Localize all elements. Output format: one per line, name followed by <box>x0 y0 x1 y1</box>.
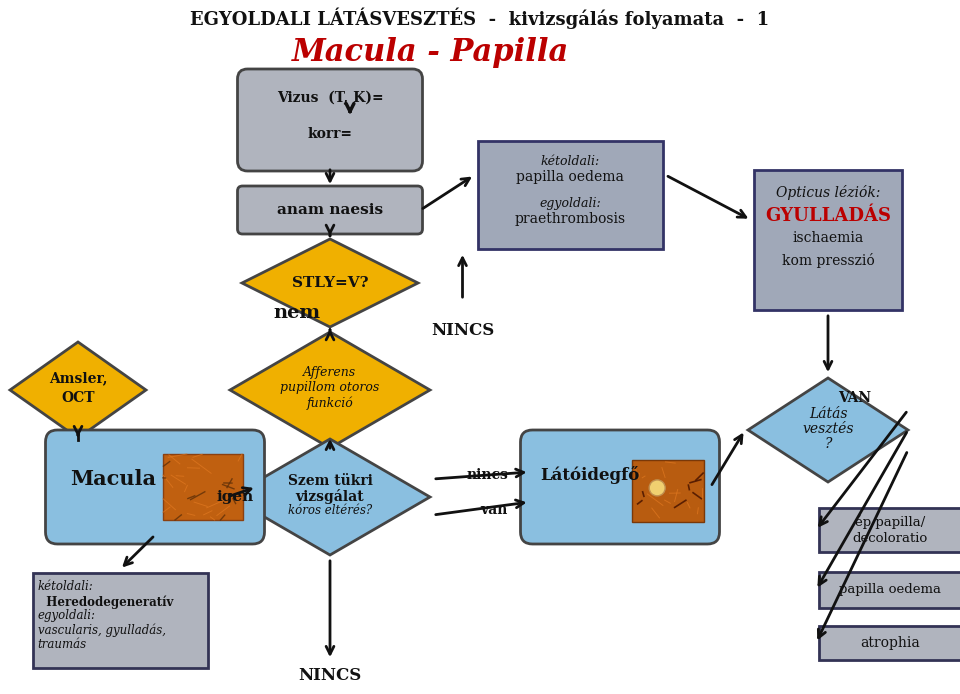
Text: NINCS: NINCS <box>431 321 494 339</box>
Text: nincs: nincs <box>467 468 508 482</box>
Text: ischaemia: ischaemia <box>792 231 864 245</box>
Text: papilla oedema: papilla oedema <box>516 170 624 184</box>
Bar <box>632 460 704 522</box>
Text: EGYOLDALI LÁTÁSVESZTÉS  -  kivizsgálás folyamata  -  1: EGYOLDALI LÁTÁSVESZTÉS - kivizsgálás fol… <box>190 7 770 28</box>
Text: vascularis, gyulladás,: vascularis, gyulladás, <box>37 623 165 637</box>
Polygon shape <box>10 342 146 438</box>
Text: VAN: VAN <box>838 391 871 405</box>
Text: Heredodegeneratív: Heredodegeneratív <box>37 595 173 609</box>
Text: pupillom otoros: pupillom otoros <box>280 380 379 393</box>
FancyBboxPatch shape <box>819 508 960 552</box>
Text: NINCS: NINCS <box>299 666 362 684</box>
Text: Látóidegfő: Látóidegfő <box>540 466 639 484</box>
FancyBboxPatch shape <box>754 170 902 310</box>
Text: Látás: Látás <box>808 407 848 421</box>
Text: anam naesis: anam naesis <box>276 203 383 217</box>
FancyBboxPatch shape <box>819 572 960 608</box>
FancyBboxPatch shape <box>520 430 719 544</box>
Text: Macula: Macula <box>70 469 156 489</box>
Text: funkció: funkció <box>306 396 353 409</box>
Polygon shape <box>748 378 908 482</box>
Text: ?: ? <box>825 437 831 451</box>
FancyBboxPatch shape <box>237 186 422 234</box>
Text: praethrombosis: praethrombosis <box>515 212 626 226</box>
Text: Afferens: Afferens <box>303 366 356 378</box>
FancyBboxPatch shape <box>45 430 265 544</box>
FancyBboxPatch shape <box>33 573 207 668</box>
Text: Opticus léziók:: Opticus léziók: <box>776 185 880 199</box>
Polygon shape <box>230 332 430 448</box>
Text: kétoldali:: kétoldali: <box>540 155 600 167</box>
Text: egyoldali:: egyoldali: <box>540 196 601 210</box>
Text: nem: nem <box>273 304 320 322</box>
FancyBboxPatch shape <box>477 141 662 249</box>
FancyBboxPatch shape <box>819 626 960 660</box>
Text: vesztés: vesztés <box>803 422 853 436</box>
Text: igen: igen <box>216 490 253 504</box>
Polygon shape <box>242 239 418 327</box>
Text: van: van <box>481 503 508 517</box>
Text: korr=: korr= <box>307 127 352 141</box>
Text: OCT: OCT <box>61 391 95 405</box>
Text: kom presszió: kom presszió <box>781 253 875 267</box>
Text: Vizus  (T, K)=: Vizus (T, K)= <box>276 91 383 105</box>
Polygon shape <box>230 439 430 555</box>
Text: traumás: traumás <box>37 638 86 652</box>
FancyBboxPatch shape <box>237 69 422 171</box>
Text: GYULLADÁS: GYULLADÁS <box>765 207 891 225</box>
Text: Amsler,: Amsler, <box>49 371 108 385</box>
Text: vizsgálat: vizsgálat <box>296 489 364 504</box>
Text: decoloratio: decoloratio <box>852 532 927 545</box>
Text: ép papilla/: ép papilla/ <box>854 515 925 529</box>
Text: STLY=V?: STLY=V? <box>292 276 369 290</box>
Text: papilla oedema: papilla oedema <box>839 584 941 597</box>
Text: atrophia: atrophia <box>860 636 920 650</box>
Text: Macula - Papilla: Macula - Papilla <box>292 37 568 67</box>
Text: kóros eltérés?: kóros eltérés? <box>288 505 372 518</box>
Bar <box>163 454 243 520</box>
Text: Szem tükri: Szem tükri <box>288 474 372 488</box>
Circle shape <box>649 480 665 496</box>
Text: egyoldali:: egyoldali: <box>37 609 95 623</box>
Text: kétoldali:: kétoldali: <box>37 579 93 593</box>
